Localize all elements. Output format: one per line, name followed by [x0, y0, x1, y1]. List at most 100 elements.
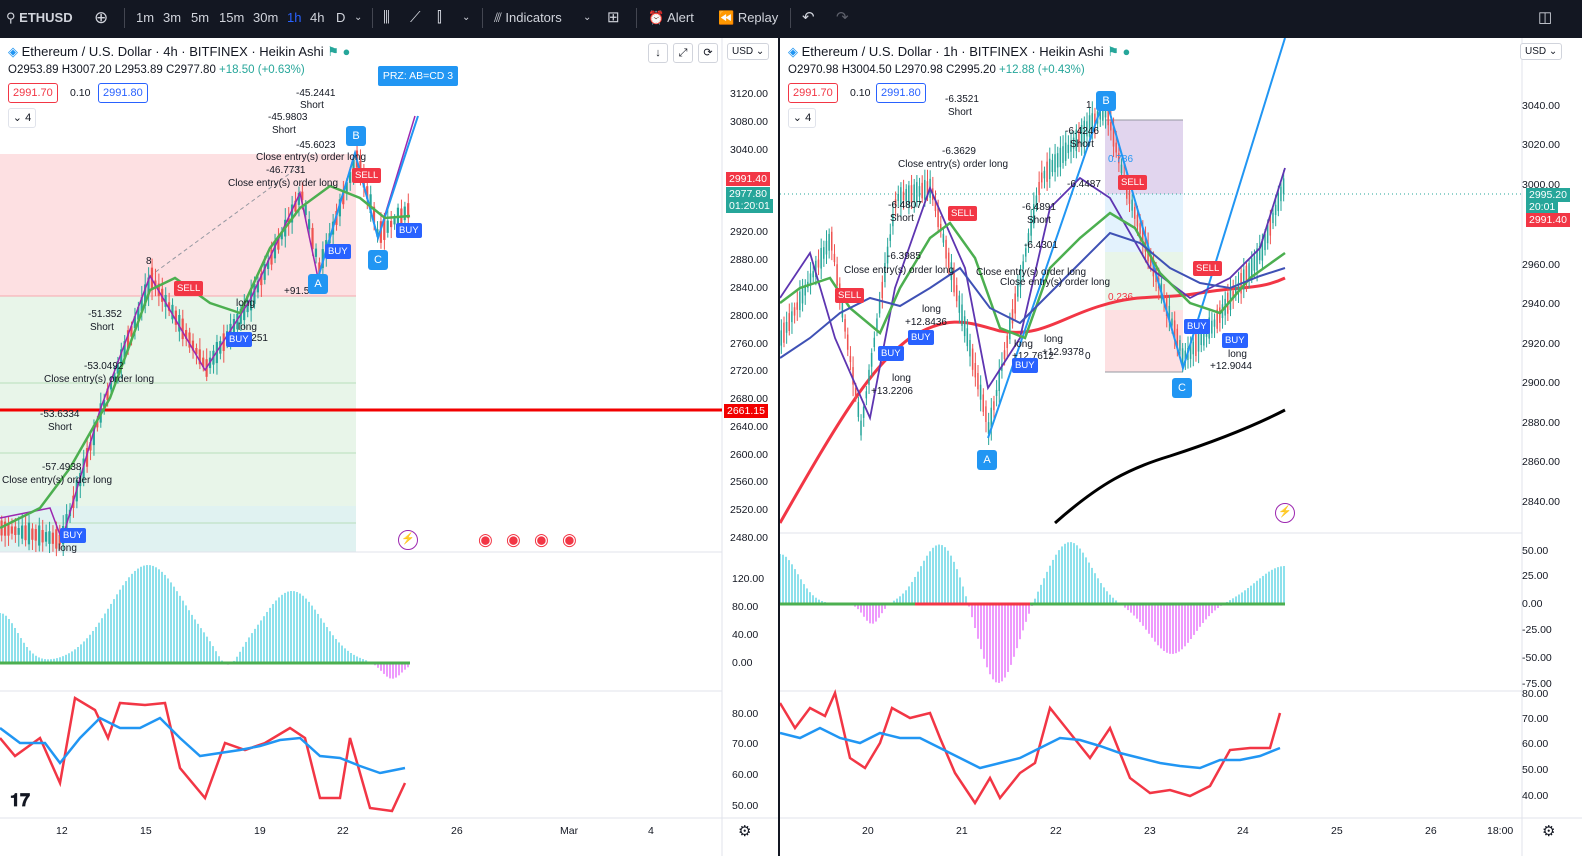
interval-15m[interactable]: 15m [219, 10, 245, 25]
interval-5m[interactable]: 5m [191, 10, 210, 25]
sell-price-button[interactable]: 2991.70 [788, 83, 838, 103]
sell-signal-badge[interactable]: SELL [835, 288, 865, 303]
candle-body [1022, 261, 1024, 269]
candle-body [366, 186, 369, 199]
candle-body [995, 389, 998, 396]
candle-body [884, 262, 886, 283]
undo-icon[interactable]: ↶ [802, 9, 815, 26]
buy-signal-badge[interactable]: BUY [60, 528, 86, 543]
buy-signal-badge[interactable]: BUY [226, 332, 252, 347]
pattern-point-label[interactable]: A [308, 274, 328, 294]
tradingview-logo[interactable]: 𝟏𝟕 [10, 790, 31, 810]
symbol-legend[interactable]: ◈ Ethereum / U.S. Dollar · 1h · BITFINEX… [788, 44, 1131, 59]
interval-1m[interactable]: 1m [136, 10, 155, 25]
alert-button[interactable]: ⏰ Alert [648, 10, 694, 25]
sidebar-toggle-icon[interactable]: ◫ [1538, 9, 1553, 26]
replay-button[interactable]: ⏪ Replay [718, 10, 779, 25]
buy-signal-badge[interactable]: BUY [325, 244, 351, 259]
candle-body [977, 373, 979, 390]
fib-level-label: 1 [1086, 100, 1092, 111]
settings-gear-icon[interactable]: ⚙ [1542, 823, 1556, 840]
candle-body [1072, 137, 1075, 149]
sell-signal-badge[interactable]: SELL [1118, 175, 1148, 190]
chart-pane-right[interactable]: ◈ Ethereum / U.S. Dollar · 1h · BITFINEX… [780, 38, 1582, 856]
candle-body [905, 189, 907, 202]
axis-label: 2840.00 [730, 282, 768, 294]
candle-body [7, 523, 10, 536]
candle-body [1086, 121, 1088, 137]
buy-signal-badge[interactable]: BUY [396, 223, 422, 238]
buy-signal-badge[interactable]: BUY [908, 330, 934, 345]
buy-signal-badge[interactable]: BUY [1184, 319, 1210, 334]
axis-label: 2840.00 [1522, 496, 1560, 508]
currency-selector[interactable]: USD ⌄ [1520, 43, 1563, 60]
interval-30m[interactable]: 30m [253, 10, 279, 25]
buy-price-button[interactable]: 2991.80 [98, 83, 148, 103]
economic-event-icon[interactable]: ◉ [506, 530, 521, 549]
prz-label[interactable]: PRZ: AB=CD 3 [378, 66, 458, 86]
interval-D[interactable]: D [336, 10, 346, 25]
candle-body [886, 246, 889, 264]
candle-body [44, 532, 48, 542]
maximize-icon[interactable]: ⤢ [673, 43, 693, 63]
order-quantity[interactable]: 0.10 [850, 87, 871, 99]
currency-selector[interactable]: USD ⌄ [727, 43, 770, 60]
bar-style-icon[interactable]: ⫼ [383, 9, 390, 26]
buy-signal-badge[interactable]: BUY [878, 346, 904, 361]
time-label: 15 [140, 825, 152, 837]
pattern-point-label[interactable]: C [1172, 378, 1192, 398]
chart-left-canvas[interactable] [0, 38, 778, 856]
economic-event-icon[interactable]: ◉ [534, 530, 549, 549]
sell-signal-badge[interactable]: SELL [948, 206, 978, 221]
candle-body [1062, 146, 1064, 163]
sell-signal-badge[interactable]: SELL [1193, 261, 1223, 276]
candle-body [916, 182, 918, 203]
strategy-annotation: +13.2206 [871, 386, 913, 397]
symbol-legend[interactable]: ◈ Ethereum / U.S. Dollar · 4h · BITFINEX… [8, 44, 351, 59]
pattern-point-label[interactable]: B [1096, 91, 1116, 111]
axis-label: 2800.00 [730, 310, 768, 322]
buy-price-button[interactable]: 2991.80 [876, 83, 926, 103]
settings-gear-icon[interactable]: ⚙ [738, 823, 752, 840]
interval-3m[interactable]: 3m [163, 10, 182, 25]
buy-signal-badge[interactable]: BUY [1222, 333, 1248, 348]
symbol-search-button[interactable]: ⚲ ETHUSD [6, 10, 73, 25]
candle-body [1056, 153, 1059, 168]
order-quantity[interactable]: 0.10 [70, 87, 91, 99]
alarm-clock-icon: ⏰ [648, 10, 665, 25]
pattern-point-label[interactable]: B [346, 126, 366, 146]
add-symbol-icon[interactable]: ⊕ [94, 8, 109, 27]
candle-body [48, 531, 51, 544]
strategy-annotation: -51.352 [88, 309, 122, 320]
strategy-annotation: Close entry(s) order long [1000, 277, 1111, 288]
pattern-point-label[interactable]: C [368, 250, 388, 270]
chevron-down-icon[interactable]: ⌄ [583, 12, 592, 23]
sync-icon[interactable]: ⟳ [698, 43, 718, 63]
sell-signal-badge[interactable]: SELL [352, 168, 382, 183]
lightning-event-icon[interactable]: ⚡ [1275, 503, 1295, 523]
sell-price-button[interactable]: 2991.70 [8, 83, 58, 103]
indicators-collapse-button[interactable]: ⌄ 4 [788, 108, 816, 128]
buy-signal-badge[interactable]: BUY [1012, 358, 1038, 373]
scroll-down-icon[interactable]: ↓ [648, 43, 668, 63]
pattern-point-label[interactable]: A [977, 450, 997, 470]
indicators-collapse-button[interactable]: ⌄ 4 [8, 108, 36, 128]
economic-event-icon[interactable]: ◉ [562, 530, 577, 549]
candle-body [372, 206, 376, 223]
candle-style-icon[interactable]: ⟋ [410, 9, 421, 26]
interval-4h[interactable]: 4h [310, 10, 325, 25]
chevron-down-icon[interactable]: ⌄ [462, 12, 471, 23]
redo-icon[interactable]: ↷ [836, 9, 849, 26]
sell-signal-badge[interactable]: SELL [174, 281, 204, 296]
lightning-event-icon[interactable]: ⚡ [398, 530, 418, 550]
chevron-down-icon[interactable]: ⌄ [354, 12, 363, 23]
economic-event-icon[interactable]: ◉ [478, 530, 493, 549]
candle-body [1025, 248, 1027, 257]
layout-grid-icon[interactable]: ⊞ [607, 9, 620, 26]
interval-1h[interactable]: 1h [287, 10, 302, 25]
indicators-button[interactable]: ⫻ Indicators [494, 10, 562, 25]
candle-body [181, 318, 184, 340]
chart-right-canvas[interactable] [780, 38, 1582, 856]
chart-pane-left[interactable]: ◈ Ethereum / U.S. Dollar · 4h · BITFINEX… [0, 38, 778, 856]
heikin-ashi-icon[interactable]: ⫿ [437, 9, 442, 26]
